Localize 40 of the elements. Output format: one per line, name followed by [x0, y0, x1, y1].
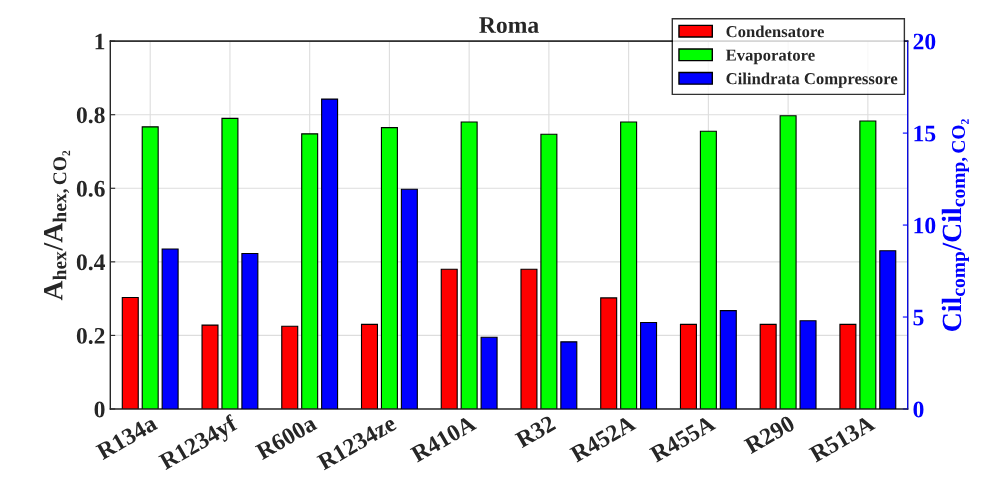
bar [460, 121, 478, 409]
y2-tick-label: 5 [913, 309, 924, 326]
bar [699, 130, 717, 409]
legend-label: Cilindrata Compressore [726, 72, 898, 88]
x-tick-label: R32 [514, 415, 557, 449]
x-tick-label: R600a [254, 414, 318, 461]
bar [440, 268, 458, 409]
bar [620, 121, 638, 409]
bar [520, 268, 538, 409]
bar [600, 297, 618, 409]
bar [640, 321, 658, 409]
bar [540, 133, 558, 409]
y2-tick-label: 0 [913, 401, 924, 418]
bar [281, 325, 299, 409]
x-tick-label: R134a [95, 418, 159, 460]
y2-tick-label: 20 [913, 33, 936, 50]
y2-axis-title: Cil$_{comp}$/Cil$_{comp,CO₂}$ [941, 119, 969, 331]
legend-label: Evaporatore [725, 49, 815, 65]
y-axis-title: A$_{hex}$/A$_{hex,CO₂}$ [44, 150, 71, 301]
y2-tick-label: 15 [914, 125, 936, 142]
bar [799, 320, 817, 409]
y-tick-label: 0.4 [76, 254, 106, 271]
x-tick-label: R290 [743, 414, 796, 455]
y2-tick-label: 10 [914, 217, 936, 234]
bar [480, 336, 498, 409]
y-tick-label: 0.6 [76, 180, 105, 197]
bar [759, 323, 777, 409]
bar [560, 341, 578, 409]
bar [201, 324, 219, 409]
y-tick-label: 0.8 [76, 107, 105, 124]
y-tick-label: 1 [95, 33, 105, 50]
chart-title: Roma [479, 17, 539, 34]
y-tick-label: 0 [94, 401, 105, 418]
bar [679, 323, 697, 409]
bar [779, 115, 797, 409]
y-tick-label: 0.2 [76, 327, 105, 344]
bar [360, 323, 379, 409]
bar [121, 296, 139, 409]
legend-label: Condensatore [726, 25, 824, 38]
bar [839, 323, 857, 409]
